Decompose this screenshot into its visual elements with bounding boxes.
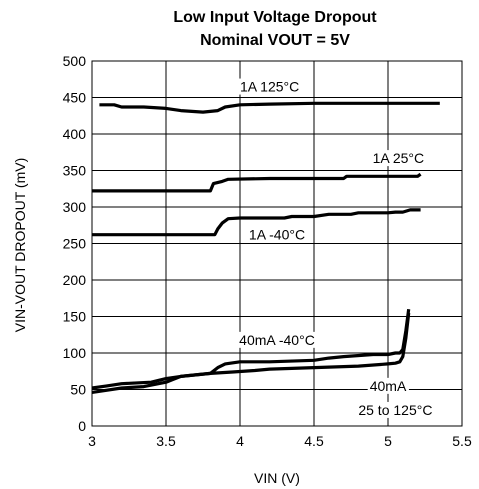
x-tick-label: 4 xyxy=(236,433,244,449)
tick-labels: 3 3.5 4 4.5 5 5.5 0 50 100 150 200 250 300 350 400 450 5… xyxy=(63,53,472,449)
y-tick-label: 400 xyxy=(63,126,87,142)
y-axis-label: VIN-VOUT DROPOUT (mV) xyxy=(12,158,28,333)
y-tick-label: 500 xyxy=(63,53,87,69)
annotation-background xyxy=(246,226,308,243)
annotation-background xyxy=(356,401,435,418)
y-tick-label: 150 xyxy=(63,309,87,325)
series-line-5 xyxy=(91,312,411,390)
annotation-label: 1A 25°C xyxy=(373,150,425,166)
annotation-label: 1A -40°C xyxy=(249,227,305,243)
y-tick-label: 100 xyxy=(63,345,87,361)
x-tick-label: 3 xyxy=(88,433,96,449)
annotation-background xyxy=(370,150,427,167)
x-tick-label: 4.5 xyxy=(304,433,324,449)
series-line-4 xyxy=(91,308,411,394)
grid xyxy=(91,60,463,427)
annotations: 1A 125°C 1A 25°C 1A -40°C 40mA -40°C 40mA 25 … xyxy=(237,78,435,418)
chart-subtitle: Nominal VOUT = 5V xyxy=(200,32,350,49)
y-tick-label: 250 xyxy=(63,236,87,252)
y-tick-label: 200 xyxy=(63,272,87,288)
y-tick-label: 0 xyxy=(78,418,86,434)
x-tick-label: 5.5 xyxy=(452,433,472,449)
annotation-label: 40mA xyxy=(370,378,407,394)
annotation-background xyxy=(237,331,317,348)
y-tick-label: 450 xyxy=(63,90,87,106)
series xyxy=(91,101,440,394)
annotation-label: 25 to 125°C xyxy=(358,402,432,418)
x-tick-label: 5 xyxy=(384,433,392,449)
annotation-background xyxy=(367,377,409,394)
series-line-3 xyxy=(92,208,421,237)
x-axis-label: VIN (V) xyxy=(254,470,300,486)
annotation-label: 40mA -40°C xyxy=(239,332,315,348)
series-line-1 xyxy=(99,101,440,114)
y-tick-label: 350 xyxy=(63,163,87,179)
series-line-2 xyxy=(92,172,422,193)
annotation-background xyxy=(237,78,302,95)
y-tick-label: 50 xyxy=(70,382,86,398)
chart-title: Low Input Voltage Dropout xyxy=(173,9,377,26)
y-tick-label: 300 xyxy=(63,199,87,215)
annotation-label: 1A 125°C xyxy=(240,79,299,95)
x-tick-label: 3.5 xyxy=(156,433,176,449)
